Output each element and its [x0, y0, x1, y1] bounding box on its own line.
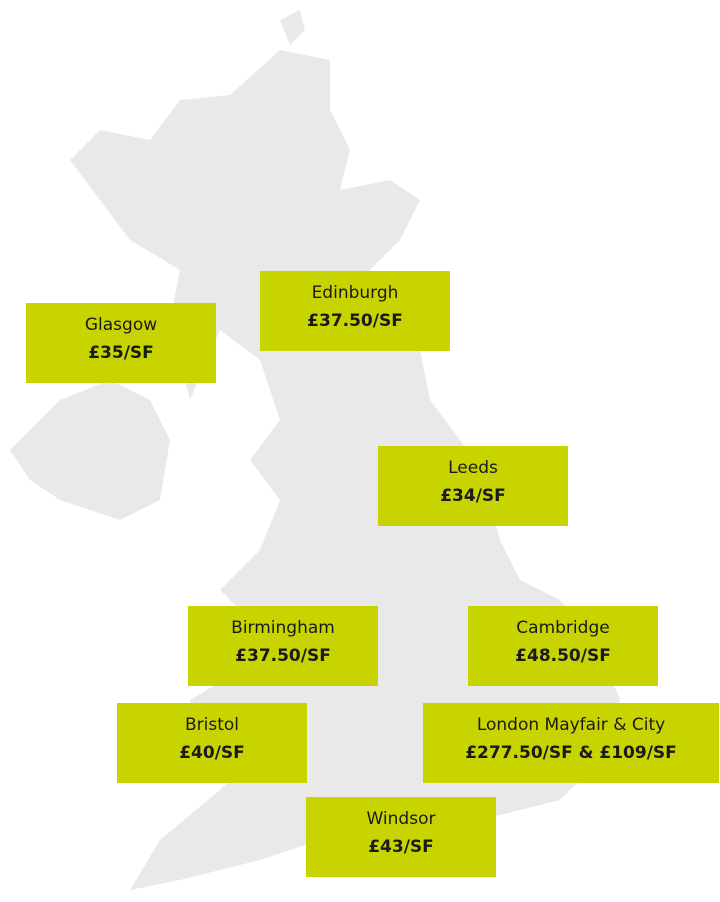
city-price: £40/SF [179, 743, 245, 763]
city-price: £37.50/SF [307, 311, 403, 331]
city-name: London Mayfair & City [476, 715, 666, 735]
city-price: £34/SF [440, 486, 506, 506]
city-name: Bristol [184, 715, 240, 735]
city-price: £37.50/SF [235, 646, 331, 666]
city-label: Bristol £40/SF [117, 703, 307, 783]
city-label: Cambridge £48.50/SF [468, 606, 658, 686]
islands [280, 10, 305, 45]
city-name: Glasgow [84, 315, 158, 335]
city-name: Edinburgh [311, 283, 399, 303]
city-label: Glasgow £35/SF [26, 303, 216, 383]
city-name: Cambridge [516, 618, 610, 638]
city-name: Birmingham [231, 618, 335, 638]
city-label: Windsor £43/SF [306, 797, 496, 877]
ireland [10, 380, 170, 520]
city-label: London Mayfair & City £277.50/SF & £109/S… [423, 703, 719, 783]
city-name: Windsor [366, 809, 436, 829]
city-label: Birmingham £37.50/SF [188, 606, 378, 686]
city-price: £48.50/SF [515, 646, 611, 666]
city-label: Edinburgh £37.50/SF [260, 271, 450, 351]
city-price: £35/SF [88, 343, 154, 363]
city-price: £277.50/SF & £109/SF [465, 743, 677, 763]
city-name: Leeds [448, 458, 498, 478]
city-price: £43/SF [368, 837, 434, 857]
city-label: Leeds £34/SF [378, 446, 568, 526]
